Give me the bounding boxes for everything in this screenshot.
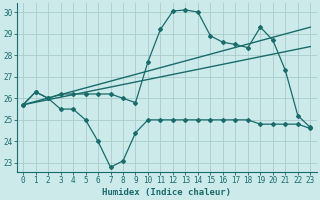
X-axis label: Humidex (Indice chaleur): Humidex (Indice chaleur) bbox=[102, 188, 231, 197]
